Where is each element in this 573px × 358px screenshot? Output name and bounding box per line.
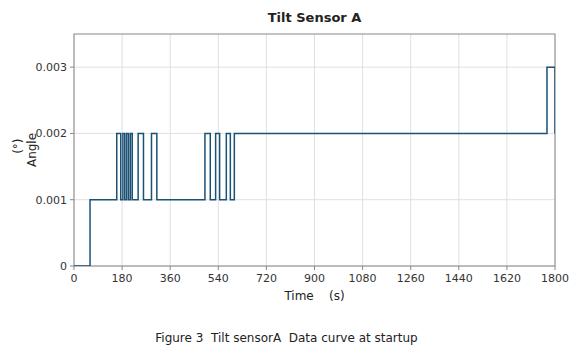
tick-y <box>70 133 74 134</box>
tick-y <box>70 67 74 68</box>
line <box>74 67 555 266</box>
tick-x <box>458 266 459 270</box>
tick-label-x: 540 <box>208 272 229 285</box>
tick-label-x: 0 <box>71 272 78 285</box>
tick-x <box>506 266 507 270</box>
tick-y <box>70 266 74 267</box>
tick-label-x: 720 <box>256 272 277 285</box>
title: Tilt Sensor A <box>268 10 362 25</box>
tick-label-x: 360 <box>160 272 181 285</box>
axes: 0 180 360 540 720 900 1080 1260 1440 1620 1800 0 0.0… <box>36 61 570 285</box>
grid-line-x <box>362 34 363 266</box>
grid-line-y <box>74 67 555 68</box>
tick-label-y: 0.002 <box>36 127 68 140</box>
plot-frame <box>74 34 555 266</box>
tick-y <box>70 199 74 200</box>
grid-line-x <box>170 34 171 266</box>
grid-line-x <box>266 34 267 266</box>
tick-label-x: 1440 <box>445 272 473 285</box>
grid-line-x <box>410 34 411 266</box>
tick-label-x: 1260 <box>397 272 425 285</box>
tick-label-x: 900 <box>304 272 325 285</box>
y-axis-label-line: Angle <box>25 133 39 167</box>
tick-x <box>170 266 171 270</box>
tick-x <box>410 266 411 270</box>
grid-line-x <box>458 34 459 266</box>
tick-label-y: 0.001 <box>36 194 68 207</box>
tick-label-x: 1080 <box>349 272 377 285</box>
tick-x <box>122 266 123 270</box>
grid <box>74 34 555 266</box>
grid-line-x <box>506 34 507 266</box>
y-axis-label-line: (°) <box>11 139 25 162</box>
tick-x <box>362 266 363 270</box>
chart: 0 180 360 540 720 900 1080 1260 1440 1620 1800 0 0.0… <box>0 0 573 358</box>
tick-x <box>218 266 219 270</box>
caption: Figure 3 Tilt sensorA Data curve at star… <box>155 331 417 345</box>
tick-x <box>74 266 75 270</box>
tick-label-y: 0 <box>60 260 67 273</box>
tick-label-y: 0.003 <box>36 61 68 74</box>
tick-x <box>314 266 315 270</box>
x-axis-label: Time (s) <box>283 289 344 303</box>
tick-label-x: 1800 <box>541 272 569 285</box>
tick-label-x: 1620 <box>493 272 521 285</box>
tick-x <box>266 266 267 270</box>
y-axis-label: (°)Angle <box>11 133 39 167</box>
tick-label-x: 180 <box>112 272 133 285</box>
grid-line-x <box>314 34 315 266</box>
series <box>74 67 555 266</box>
grid-line-x <box>218 34 219 266</box>
tick-x <box>555 266 556 270</box>
